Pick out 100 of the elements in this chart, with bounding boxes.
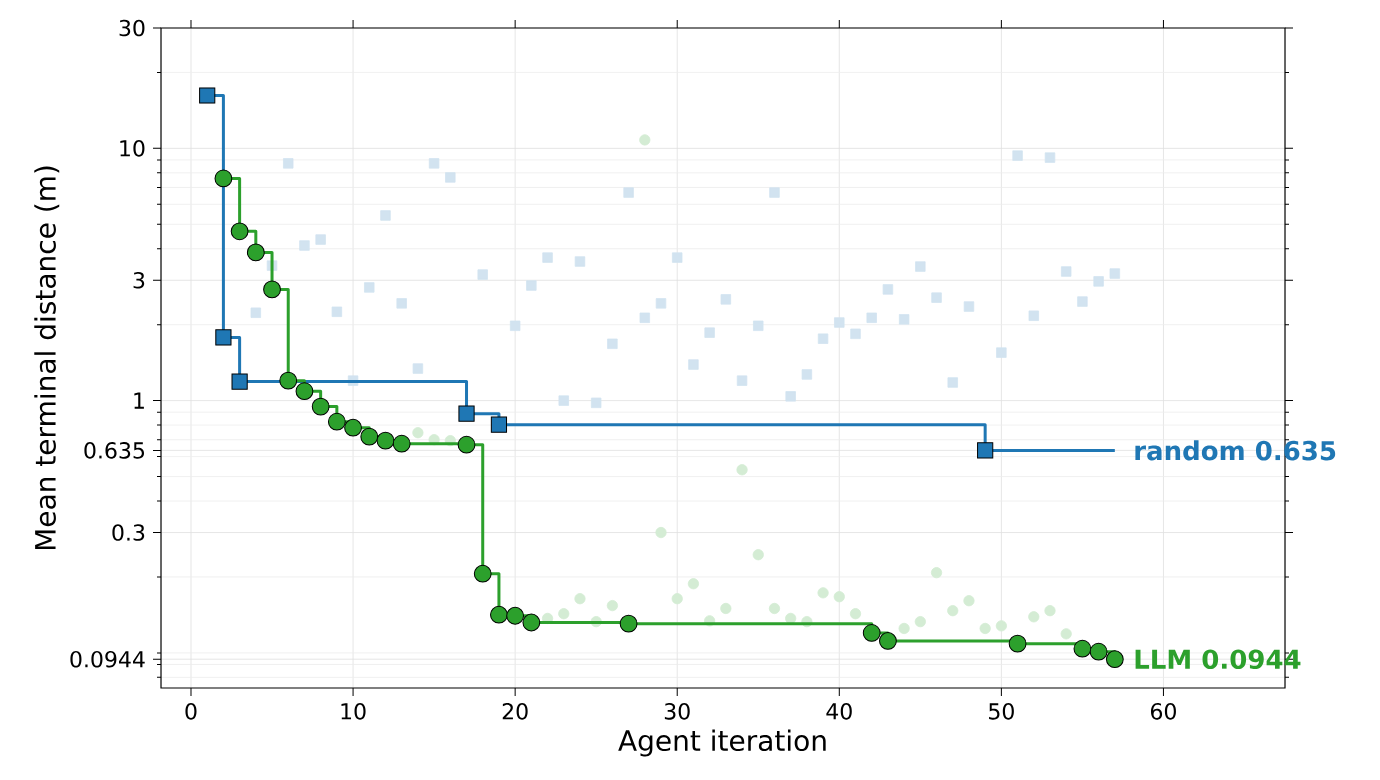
- point: [817, 587, 829, 599]
- point: [736, 464, 748, 476]
- point: [1109, 268, 1121, 279]
- point: [671, 593, 683, 605]
- point: [215, 329, 232, 346]
- point: [344, 418, 362, 437]
- point: [619, 614, 638, 633]
- point: [458, 405, 475, 422]
- y-tick-label: 1: [134, 392, 144, 409]
- y-axis-title: Mean terminal distance (m): [34, 166, 60, 550]
- point: [672, 252, 683, 263]
- point: [639, 312, 650, 323]
- point: [1012, 150, 1023, 161]
- point: [1061, 266, 1072, 277]
- point: [753, 320, 764, 331]
- point: [231, 373, 248, 390]
- point: [1044, 605, 1056, 617]
- point: [720, 294, 732, 305]
- point: [250, 307, 262, 318]
- point: [263, 280, 281, 299]
- point: [558, 395, 569, 406]
- point: [509, 320, 521, 331]
- point: [655, 526, 667, 539]
- point: [947, 605, 959, 617]
- point: [623, 187, 634, 198]
- point: [246, 243, 265, 262]
- x-tick-label: 40: [826, 703, 852, 720]
- point: [1028, 310, 1039, 321]
- point: [979, 622, 991, 635]
- point: [639, 134, 651, 146]
- point: [542, 252, 553, 263]
- point: [1077, 296, 1088, 307]
- point: [590, 397, 602, 409]
- point: [1044, 152, 1056, 163]
- point: [279, 371, 298, 390]
- point: [687, 578, 700, 590]
- point: [801, 369, 813, 380]
- point: [963, 595, 975, 607]
- point: [862, 624, 881, 642]
- point: [457, 435, 476, 454]
- x-tick-label: 0: [185, 703, 197, 720]
- point: [295, 382, 314, 401]
- x-tick-label: 20: [502, 703, 528, 720]
- point: [606, 600, 618, 612]
- point: [785, 391, 796, 402]
- point: [1093, 276, 1104, 287]
- point: [720, 602, 732, 615]
- point: [380, 210, 391, 221]
- point: [688, 359, 699, 370]
- point: [996, 347, 1007, 358]
- point: [490, 605, 508, 624]
- x-tick-label: 50: [989, 703, 1014, 720]
- point: [522, 613, 541, 632]
- point: [574, 256, 586, 267]
- point: [311, 397, 330, 416]
- point: [977, 442, 994, 459]
- y-tick-label: 0.0944: [70, 650, 145, 668]
- point: [768, 602, 781, 615]
- point: [214, 169, 233, 188]
- point: [364, 282, 375, 293]
- point: [866, 312, 877, 323]
- x-tick-label: 30: [664, 703, 690, 720]
- point: [898, 622, 910, 635]
- point: [947, 377, 958, 388]
- y-tick-label: 10: [120, 140, 145, 157]
- x-axis-title: Agent iteration: [618, 729, 826, 757]
- point: [833, 591, 845, 603]
- point: [914, 616, 926, 628]
- point: [931, 292, 942, 303]
- point: [1028, 611, 1040, 623]
- point: [331, 306, 343, 317]
- y-tick-label: 3: [133, 271, 145, 289]
- point: [396, 298, 407, 309]
- point: [995, 620, 1007, 632]
- point: [490, 416, 508, 433]
- point: [360, 427, 379, 446]
- point: [769, 187, 780, 198]
- point: [898, 314, 910, 325]
- point: [299, 240, 310, 251]
- point: [834, 317, 845, 328]
- x-tick-label: 10: [341, 703, 366, 720]
- point: [963, 301, 975, 312]
- point: [1060, 628, 1072, 640]
- point: [1008, 634, 1027, 653]
- point: [752, 549, 764, 561]
- point: [558, 608, 570, 620]
- point: [655, 298, 667, 309]
- point: [392, 434, 411, 453]
- point: [376, 431, 395, 450]
- point: [445, 172, 456, 183]
- point: [704, 327, 715, 338]
- point: [526, 280, 537, 291]
- point: [915, 261, 926, 272]
- point: [930, 567, 943, 579]
- y-tick-label: 30: [119, 19, 145, 37]
- point: [473, 564, 492, 583]
- point: [849, 608, 862, 620]
- point: [1089, 642, 1108, 661]
- point: [736, 375, 748, 386]
- x-tick-label: 60: [1150, 703, 1176, 720]
